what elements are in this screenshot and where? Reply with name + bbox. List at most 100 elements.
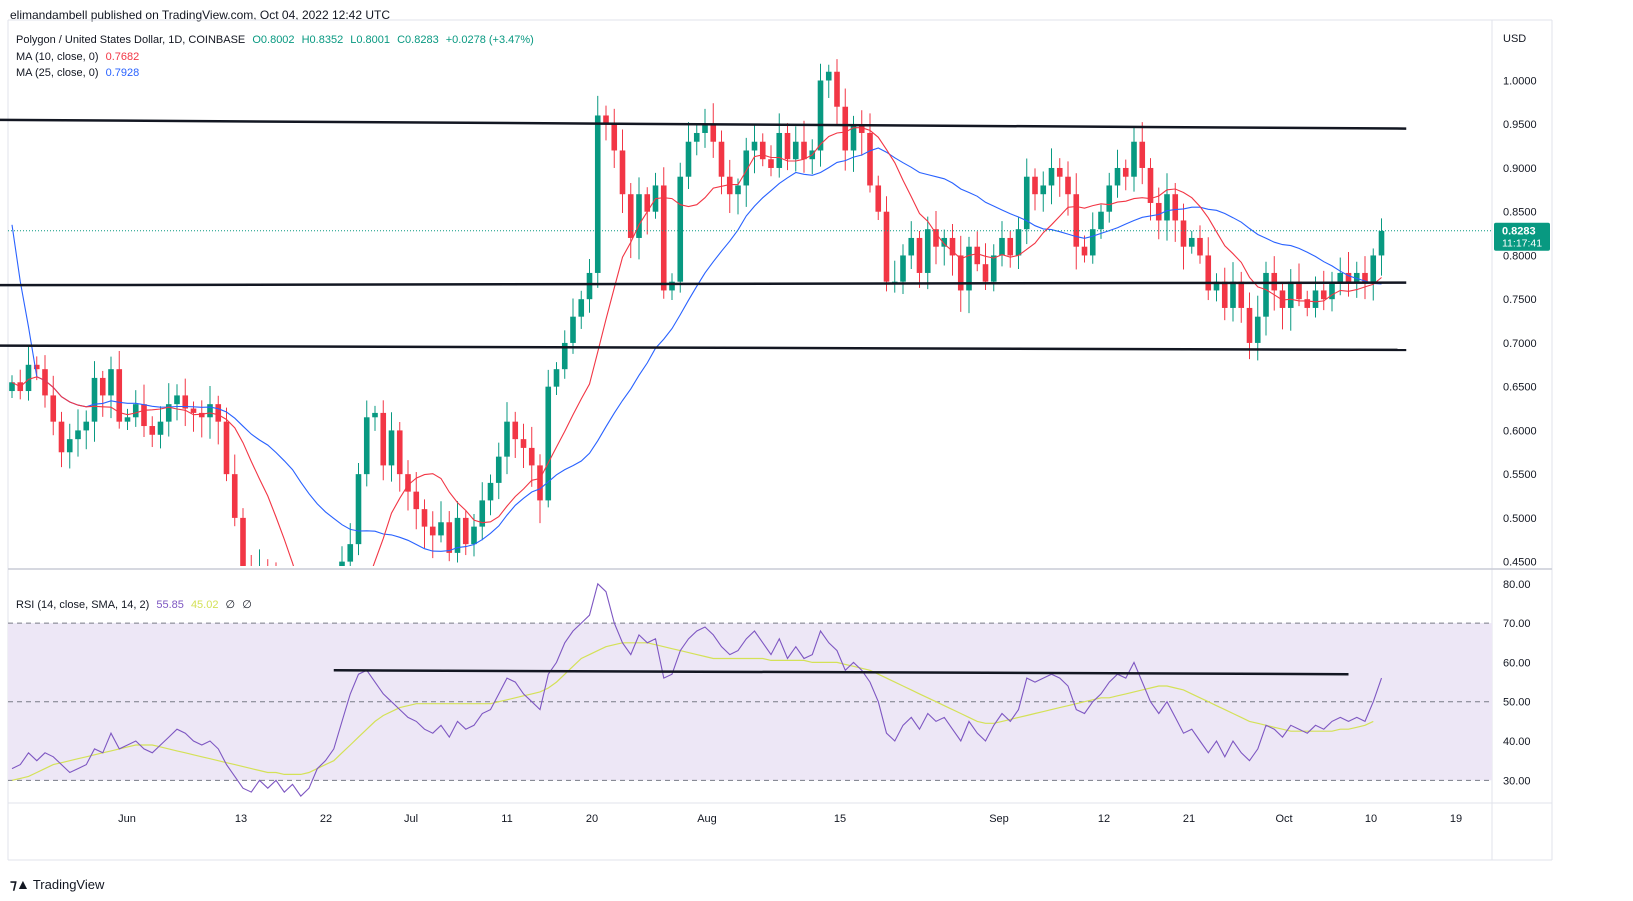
candle-body	[1131, 141, 1137, 177]
candle-body	[900, 255, 906, 282]
candle-body	[25, 364, 32, 392]
candle-body	[735, 185, 741, 195]
candle-body	[421, 509, 428, 527]
rsi-legend[interactable]: RSI (14, close, SMA, 14, 2) 55.85 45.02 …	[16, 598, 256, 611]
candle-body	[834, 71, 840, 107]
candle-body	[1370, 255, 1377, 282]
countdown-label: 11:17:41	[1502, 238, 1542, 250]
price-tick-label: 0.6000	[1503, 425, 1537, 437]
candle-body	[1205, 255, 1212, 291]
candle-body	[1164, 194, 1170, 221]
last-price-badge	[1494, 222, 1550, 251]
x-tick-label: 12	[1098, 813, 1110, 825]
candle-body	[157, 421, 164, 435]
candle-body	[776, 132, 783, 168]
candle-body	[504, 421, 510, 457]
symbol-legend[interactable]: Polygon / United States Dollar, 1D, COIN…	[16, 34, 538, 46]
candle-body	[91, 377, 98, 422]
candle-body	[1197, 237, 1203, 256]
candle-body	[99, 377, 106, 396]
candle-body	[240, 517, 246, 566]
x-tick-label: Oct	[1275, 813, 1292, 825]
candle-body	[1221, 281, 1228, 308]
x-tick-label: 22	[320, 813, 332, 825]
candle-body	[1296, 281, 1302, 300]
candle-body	[380, 412, 387, 466]
candle-body	[355, 474, 362, 545]
candle-body	[1279, 290, 1286, 308]
price-tick-label: 0.7500	[1503, 294, 1537, 306]
candle-body	[446, 522, 453, 553]
candle-body	[331, 579, 337, 623]
candle-body	[495, 456, 502, 483]
candle-body	[603, 115, 609, 125]
candle-body	[190, 408, 197, 413]
change-value: +0.0278 (+3.47%)	[445, 34, 534, 46]
candle-body	[1139, 141, 1146, 168]
candle-body	[982, 264, 989, 282]
tradingview-footer[interactable]: ⁊▲ TradingView	[10, 876, 104, 893]
price-pane	[9, 59, 1385, 623]
ma25-legend[interactable]: MA (25, close, 0) 0.7928	[16, 67, 143, 79]
symbol-title: Polygon / United States Dollar, 1D, COIN…	[16, 34, 246, 46]
candle-body	[627, 194, 634, 238]
candle-body	[858, 124, 865, 133]
rsi-tick-label: 30.00	[1503, 775, 1531, 787]
candle-body	[825, 71, 832, 81]
candle-body	[875, 185, 882, 212]
candle-body	[454, 517, 461, 553]
candle-body	[9, 382, 15, 392]
rsi-tick-label: 60.00	[1503, 657, 1531, 669]
rsi-value: 55.85	[156, 599, 184, 611]
candle-body	[1114, 167, 1121, 186]
rsi-tick-label: 70.00	[1503, 618, 1531, 630]
price-tick-label: 0.8000	[1503, 250, 1537, 262]
candle-body	[388, 430, 395, 466]
candle-body	[1378, 230, 1385, 256]
ma10-line	[11, 127, 1382, 566]
candle-body	[372, 412, 378, 418]
candle-body	[66, 439, 73, 453]
candle-body	[182, 395, 189, 409]
candle-body	[512, 421, 519, 440]
candle-body	[174, 395, 180, 405]
candle-body	[1007, 237, 1014, 256]
price-tick-label: 0.5500	[1503, 469, 1537, 481]
candle-body	[817, 80, 824, 151]
candle-body	[75, 430, 81, 440]
candle-body	[974, 246, 981, 265]
candle-body	[1238, 281, 1245, 308]
candle-body	[916, 237, 923, 273]
candle-body	[248, 570, 254, 592]
candle-body	[545, 386, 552, 501]
candle-body	[116, 369, 123, 422]
candle-body	[1188, 237, 1195, 247]
candle-body	[231, 474, 238, 518]
candle-body	[1098, 211, 1104, 230]
candle-body	[1320, 290, 1327, 300]
candle-body	[586, 272, 593, 300]
candle-body	[850, 124, 857, 151]
candle-body	[1048, 167, 1055, 186]
candle-body	[1353, 272, 1360, 282]
rsi-tick-label: 40.00	[1503, 736, 1531, 748]
candle-body	[759, 141, 766, 160]
candle-body	[644, 194, 651, 212]
candle-body	[265, 570, 271, 579]
candle-body	[1172, 194, 1179, 221]
ma10-legend[interactable]: MA (10, close, 0) 0.7682	[16, 51, 143, 63]
x-tick-label: 11	[501, 813, 512, 825]
candle-body	[273, 579, 279, 623]
candle-body	[941, 237, 948, 247]
candle-body	[1337, 272, 1344, 282]
candle-body	[1263, 272, 1269, 317]
x-tick-label: Jun	[118, 813, 136, 825]
x-tick-label: Sep	[989, 813, 1009, 825]
candle-body	[429, 526, 436, 536]
rsi-sma-line	[11, 642, 1374, 781]
candle-body	[594, 115, 601, 273]
candle-body	[1246, 307, 1253, 343]
candle-body	[537, 465, 543, 501]
candle-body	[1065, 176, 1071, 195]
